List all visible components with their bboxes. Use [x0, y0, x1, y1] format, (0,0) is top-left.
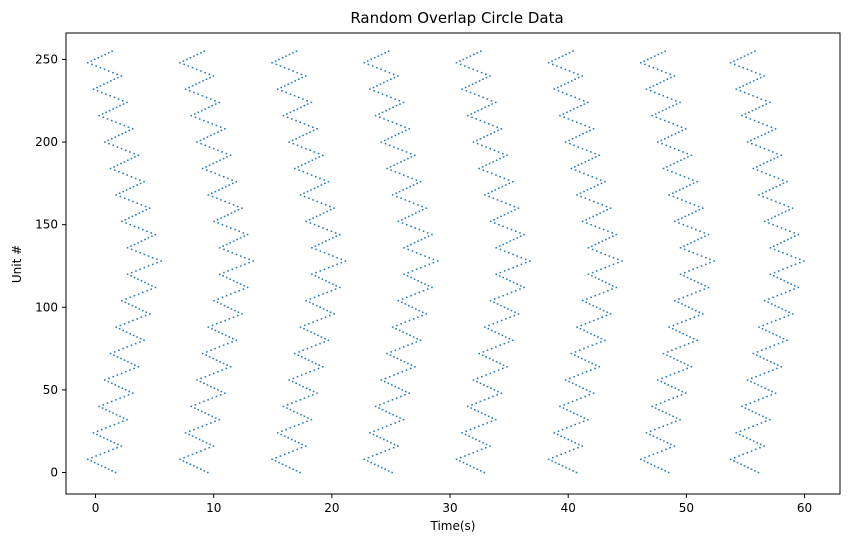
x-tick-label: 60: [797, 501, 812, 515]
spike-repetition-3: [271, 50, 347, 474]
x-tick-label: 40: [561, 501, 576, 515]
y-axis-label: Unit #: [10, 245, 24, 283]
x-tick-label: 50: [679, 501, 694, 515]
spike-repetition-4: [363, 50, 439, 474]
x-tick-label: 0: [92, 501, 100, 515]
y-tick-label: 0: [50, 466, 58, 480]
y-tick-label: 250: [35, 52, 58, 66]
spike-repetition-2: [179, 50, 255, 474]
x-tick-label: 30: [442, 501, 457, 515]
spike-repetition-8: [729, 50, 805, 474]
chart-title: Random Overlap Circle Data: [350, 9, 563, 27]
y-tick-label: 50: [43, 383, 58, 397]
x-ticks: 0 10 20 30 40 50 60: [92, 494, 812, 515]
x-tick-label: 10: [206, 501, 221, 515]
y-tick-label: 100: [35, 300, 58, 314]
x-tick-label: 20: [324, 501, 339, 515]
y-tick-label: 200: [35, 135, 58, 149]
spike-repetition-7: [639, 50, 715, 474]
spike-repetition-6: [547, 50, 623, 474]
spike-repetition-5: [455, 50, 531, 474]
spikes-layer: [86, 50, 805, 474]
spike-repetition-1: [86, 50, 162, 474]
y-tick-label: 150: [35, 218, 58, 232]
plot-frame: [65, 32, 841, 495]
x-axis-label: Time(s): [430, 519, 476, 533]
y-ticks: 0 50 100 150 200 250: [35, 52, 66, 480]
